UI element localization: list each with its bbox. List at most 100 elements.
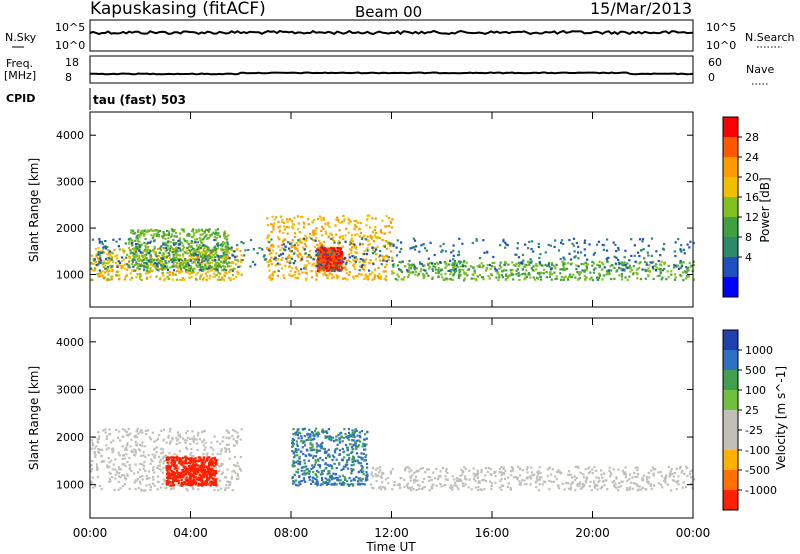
scatter-cell xyxy=(179,267,182,270)
scatter-cell xyxy=(344,240,347,243)
scatter-cell xyxy=(348,477,351,480)
scatter-cell xyxy=(181,277,184,280)
scatter-cell xyxy=(168,452,171,455)
scatter-cell xyxy=(522,265,525,268)
scatter-cell xyxy=(186,252,189,255)
colorbar-tick-label: 16 xyxy=(745,191,759,204)
scatter-cell xyxy=(373,250,376,253)
scatter-cell xyxy=(216,264,219,267)
scatter-cell xyxy=(190,455,193,458)
scatter-cell xyxy=(324,435,327,438)
scatter-cell xyxy=(308,250,312,253)
scatter-cell xyxy=(223,258,226,261)
scatter-cell xyxy=(530,248,533,251)
scatter-cell xyxy=(279,249,282,252)
scatter-cell xyxy=(371,236,374,239)
scatter-cell xyxy=(221,463,224,466)
scatter-cell xyxy=(186,240,189,243)
scatter-cell xyxy=(189,250,192,253)
scatter-cell xyxy=(365,224,368,227)
scatter-cell xyxy=(540,271,543,274)
scatter-cell xyxy=(336,476,339,479)
scatter-cell xyxy=(486,470,489,473)
scatter-cell xyxy=(406,275,410,278)
scatter-cell xyxy=(291,445,294,448)
scatter-cell xyxy=(119,476,122,479)
scatter-cell xyxy=(354,441,357,444)
scatter-cell xyxy=(658,274,661,277)
scatter-cell xyxy=(176,470,179,473)
scatter-cell xyxy=(391,218,394,221)
scatter-cell xyxy=(674,276,677,279)
scatter-cell xyxy=(314,477,317,480)
scatter-cell xyxy=(217,266,220,269)
scatter-cell xyxy=(210,482,213,485)
scatter-cell xyxy=(427,257,430,260)
scatter-cell xyxy=(391,488,394,491)
scatter-cell xyxy=(199,268,202,272)
scatter-cell xyxy=(317,260,320,263)
scatter-cell xyxy=(561,260,564,263)
scatter-cell xyxy=(361,457,364,460)
scatter-cell xyxy=(459,268,462,271)
scatter-cell xyxy=(456,262,459,265)
scatter-cell xyxy=(141,254,144,257)
scatter-cell xyxy=(384,278,388,281)
scatter-cell xyxy=(308,236,311,239)
scatter-cell xyxy=(360,471,363,474)
scatter-cell xyxy=(118,454,121,457)
scatter-cell xyxy=(330,248,333,251)
scatter-cell xyxy=(316,445,319,448)
scatter-cell xyxy=(623,473,626,476)
scatter-cell xyxy=(503,263,507,266)
scatter-cell xyxy=(340,255,343,258)
scatter-cell xyxy=(185,270,188,273)
scatter-cell xyxy=(298,475,301,478)
scatter-cell xyxy=(606,259,609,262)
scatter-cell xyxy=(330,465,333,468)
scatter-cell xyxy=(213,248,216,252)
scatter-cell xyxy=(123,483,126,486)
scatter-cell xyxy=(206,248,210,251)
scatter-cell xyxy=(162,266,165,269)
scatter-cell xyxy=(637,488,640,491)
scatter-cell xyxy=(210,249,213,252)
scatter-cell xyxy=(505,269,508,272)
scatter-cell xyxy=(618,266,621,269)
scatter-cell xyxy=(336,447,339,450)
scatter-cell xyxy=(657,259,660,263)
scatter-cell xyxy=(131,269,134,272)
scatter-cell xyxy=(212,472,215,475)
scatter-cell xyxy=(466,268,469,271)
scatter-cell xyxy=(659,271,662,275)
scatter-cell xyxy=(527,273,530,276)
scatter-cell xyxy=(554,277,557,281)
scatter-cell xyxy=(159,247,162,250)
scatter-cell xyxy=(271,243,275,246)
scatter-cell xyxy=(355,258,358,261)
scatter-cell xyxy=(328,456,331,459)
scatter-cell xyxy=(172,238,175,242)
scatter-cell xyxy=(217,242,220,245)
scatter-cell xyxy=(366,431,369,434)
scatter-cell xyxy=(300,466,303,469)
scatter-cell xyxy=(169,474,172,477)
scatter-cell xyxy=(552,480,556,483)
scatter-cell xyxy=(261,248,264,251)
scatter-cell xyxy=(628,478,631,481)
scatter-cell xyxy=(381,481,384,484)
scatter-cell xyxy=(343,428,346,431)
scatter-cell xyxy=(142,259,145,262)
scatter-cell xyxy=(562,256,565,259)
scatter-cell xyxy=(176,270,179,273)
scatter-cell xyxy=(185,456,188,459)
scatter-cell xyxy=(181,461,184,464)
scatter-cell xyxy=(224,450,227,453)
scatter-cell xyxy=(481,266,484,269)
scatter-cell xyxy=(559,241,563,244)
scatter-cell xyxy=(539,471,542,475)
scatter-cell xyxy=(216,452,219,456)
scatter-cell xyxy=(210,441,213,444)
scatter-cell xyxy=(207,458,211,461)
scatter-cell xyxy=(650,487,653,490)
